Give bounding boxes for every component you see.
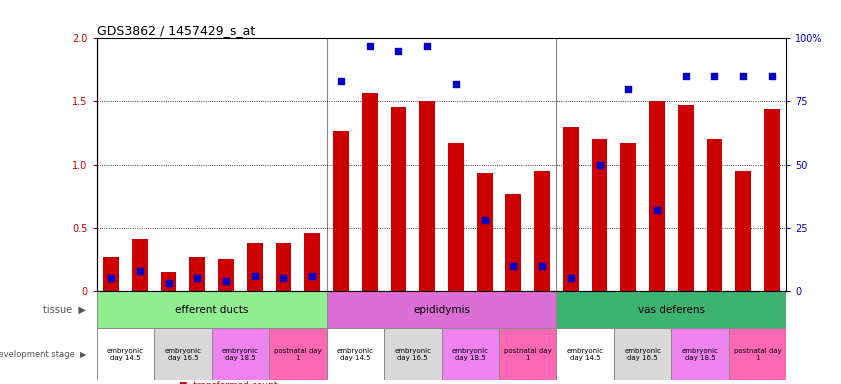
Bar: [276, 243, 291, 291]
Text: postnatal day
1: postnatal day 1: [274, 348, 322, 361]
Bar: [706, 139, 722, 291]
Text: embryonic
day 14.5: embryonic day 14.5: [567, 348, 604, 361]
Bar: [97, 291, 326, 328]
Point: [248, 273, 262, 279]
Text: postnatal day
1: postnatal day 1: [504, 348, 552, 361]
Bar: [557, 328, 614, 380]
Point: [191, 275, 204, 281]
Text: embryonic
day 16.5: embryonic day 16.5: [165, 348, 201, 361]
Point: [765, 73, 779, 79]
Text: embryonic
day 14.5: embryonic day 14.5: [107, 348, 144, 361]
Point: [305, 273, 319, 279]
Bar: [505, 194, 521, 291]
Bar: [333, 131, 349, 291]
Text: embryonic
day 18.5: embryonic day 18.5: [682, 348, 718, 361]
Point: [334, 78, 347, 84]
Bar: [621, 143, 636, 291]
Text: postnatal day
1: postnatal day 1: [733, 348, 781, 361]
Point: [650, 207, 664, 213]
Text: epididymis: epididymis: [413, 305, 470, 314]
Bar: [384, 328, 442, 380]
Bar: [735, 171, 751, 291]
Bar: [390, 106, 406, 291]
Text: GDS3862 / 1457429_s_at: GDS3862 / 1457429_s_at: [97, 24, 255, 37]
Bar: [212, 328, 269, 380]
Point: [392, 48, 405, 54]
Point: [478, 217, 491, 223]
Bar: [97, 328, 154, 380]
Bar: [534, 171, 550, 291]
Bar: [326, 328, 384, 380]
Bar: [729, 328, 786, 380]
Bar: [154, 328, 212, 380]
Point: [449, 81, 463, 87]
Text: embryonic
day 16.5: embryonic day 16.5: [624, 348, 661, 361]
Bar: [477, 174, 493, 291]
Point: [564, 275, 578, 281]
Point: [220, 278, 233, 284]
Text: tissue  ▶: tissue ▶: [44, 305, 87, 314]
Text: development stage  ▶: development stage ▶: [0, 350, 87, 359]
Bar: [247, 243, 262, 291]
Text: embryonic
day 16.5: embryonic day 16.5: [394, 348, 431, 361]
Bar: [614, 328, 671, 380]
Text: efferent ducts: efferent ducts: [175, 305, 248, 314]
Bar: [420, 101, 435, 291]
Point: [593, 162, 606, 168]
Point: [679, 73, 692, 79]
Bar: [132, 239, 148, 291]
Bar: [189, 257, 205, 291]
Bar: [592, 139, 607, 291]
Bar: [678, 105, 694, 291]
Bar: [362, 93, 378, 291]
Point: [737, 73, 750, 79]
Text: embryonic
day 18.5: embryonic day 18.5: [452, 348, 489, 361]
Bar: [448, 143, 463, 291]
Point: [133, 268, 146, 274]
Text: vas deferens: vas deferens: [637, 305, 705, 314]
Bar: [764, 109, 780, 291]
Point: [708, 73, 722, 79]
Bar: [161, 272, 177, 291]
Point: [621, 86, 635, 92]
Text: embryonic
day 18.5: embryonic day 18.5: [222, 348, 259, 361]
Point: [277, 275, 290, 281]
Bar: [326, 291, 557, 328]
Point: [506, 262, 520, 268]
Bar: [671, 328, 729, 380]
Bar: [269, 328, 326, 380]
Bar: [304, 233, 320, 291]
Text: ■  transformed count: ■ transformed count: [179, 381, 278, 384]
Point: [420, 43, 434, 49]
Point: [363, 43, 377, 49]
Bar: [557, 291, 786, 328]
Bar: [218, 259, 234, 291]
Point: [161, 280, 175, 286]
Point: [536, 262, 549, 268]
Bar: [563, 127, 579, 291]
Point: [104, 275, 118, 281]
Bar: [649, 101, 665, 291]
Bar: [103, 257, 119, 291]
Bar: [499, 328, 557, 380]
Text: embryonic
day 14.5: embryonic day 14.5: [337, 348, 373, 361]
Bar: [442, 328, 499, 380]
